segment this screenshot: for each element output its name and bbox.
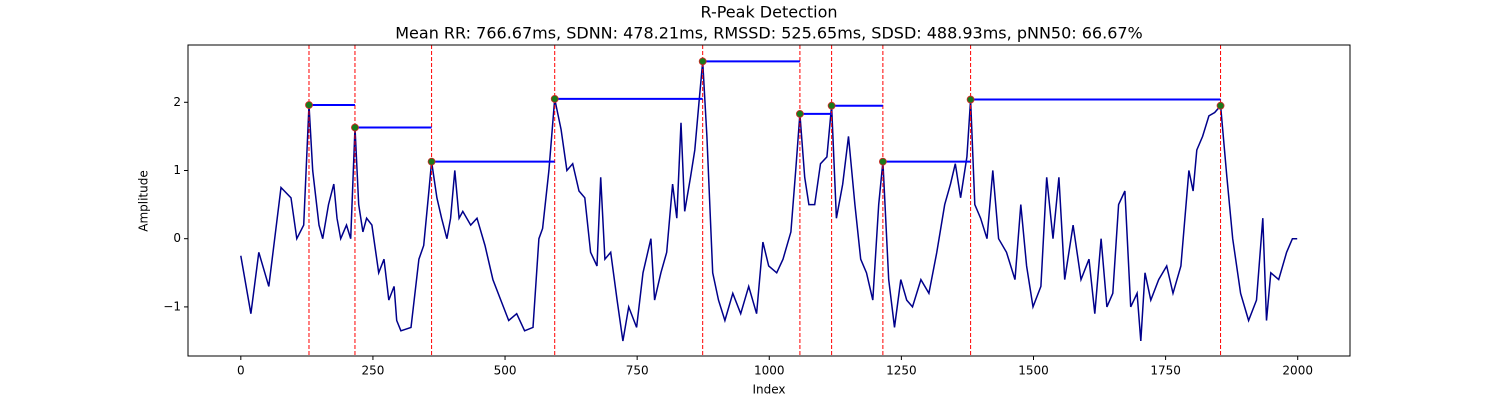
r-peak: [1216, 101, 1225, 110]
y-tick-label: 2: [173, 95, 181, 109]
y-tick-label: 1: [173, 163, 181, 177]
x-tick-label: 1250: [886, 364, 917, 378]
r-peak: [827, 101, 836, 110]
x-tick-label: 2000: [1282, 364, 1313, 378]
y-axis-label: Amplitude: [137, 170, 151, 232]
x-tick-label: 500: [494, 364, 517, 378]
r-peak: [796, 109, 804, 118]
chart-subtitle: Mean RR: 766.67ms, SDNN: 478.21ms, RMSSD…: [395, 24, 1143, 43]
r-peak: [351, 123, 359, 132]
plot-frame: [187, 44, 1351, 357]
r-peak: [427, 157, 436, 166]
y-tick-label: 0: [173, 231, 181, 245]
x-tick-label: 1750: [1150, 364, 1181, 378]
x-tick-label: 0: [237, 364, 245, 378]
x-tick-label: 250: [361, 364, 384, 378]
x-tick-label: 750: [626, 364, 649, 378]
r-peak: [878, 157, 887, 166]
x-tick-label: 1500: [1018, 364, 1049, 378]
chart-title: R-Peak Detection: [700, 3, 837, 22]
y-tick-label: −1: [163, 299, 181, 313]
x-axis-label: Index: [752, 383, 785, 397]
r-peak: [305, 101, 313, 109]
r-peak: [550, 94, 559, 103]
signal-line: [240, 61, 1298, 342]
r-peak: [966, 95, 975, 104]
r-peak: [698, 57, 707, 66]
x-tick-label: 1000: [754, 364, 785, 378]
